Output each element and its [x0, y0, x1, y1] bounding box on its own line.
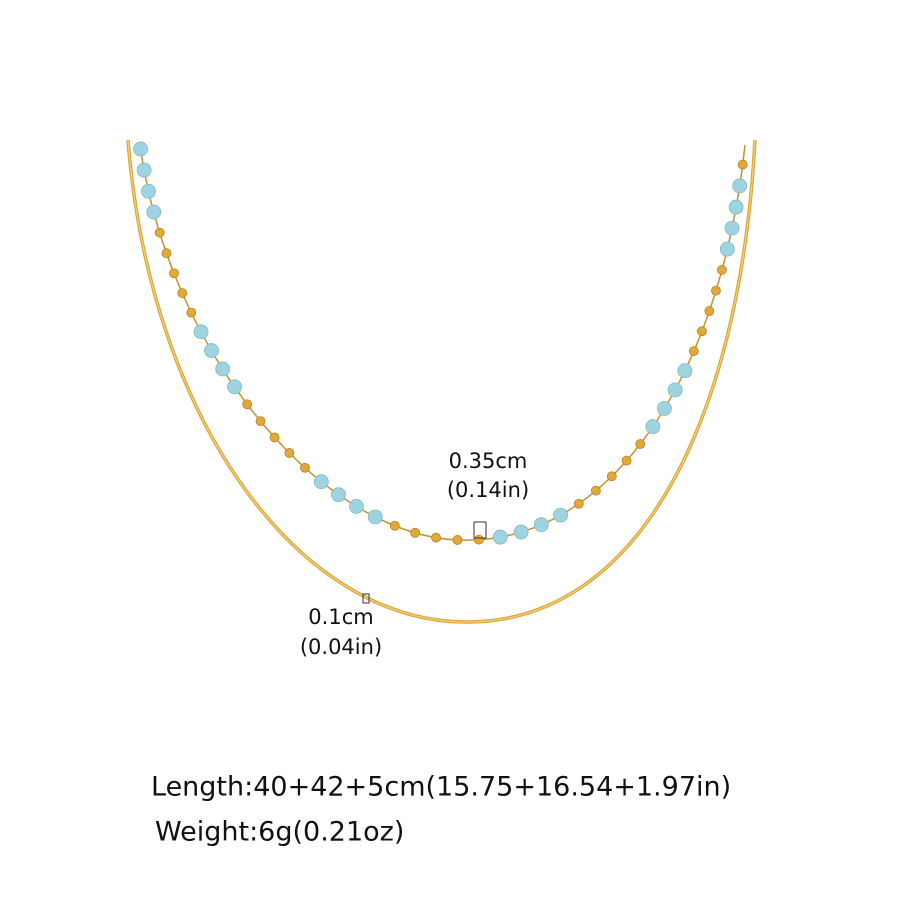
blue-bead: [513, 524, 529, 540]
blue-bead: [553, 507, 568, 523]
gold-bead: [452, 535, 463, 545]
bead-size-metric: 0.35cm: [449, 449, 528, 473]
gold-bead: [186, 307, 197, 318]
bead-size-imperial: (0.14in): [447, 478, 529, 502]
weight-spec: Weight:6g(0.21oz): [155, 817, 404, 848]
blue-bead: [193, 324, 209, 340]
gold-bead: [474, 534, 484, 545]
chain-size-imperial: (0.04in): [300, 635, 382, 659]
gold-bead: [606, 471, 617, 482]
gold-bead: [431, 532, 441, 543]
gold-bead: [737, 159, 748, 170]
blue-bead: [141, 183, 156, 199]
blue-bead: [728, 199, 744, 215]
gold-bead: [389, 520, 400, 531]
gold-bead: [704, 306, 715, 316]
gold-bead: [717, 265, 727, 275]
gold-bead: [621, 455, 632, 466]
snake-chain-highlight: [127, 139, 756, 623]
blue-bead: [645, 419, 661, 435]
blue-bead: [215, 361, 231, 377]
blue-bead: [492, 529, 508, 545]
blue-bead: [533, 517, 549, 533]
chain-size-metric: 0.1cm: [308, 605, 373, 629]
blue-bead: [667, 382, 683, 398]
blue-bead: [732, 178, 748, 194]
gold-bead: [161, 248, 172, 259]
gold-bead: [177, 288, 188, 298]
chain-measure-box: [362, 593, 370, 604]
gold-bead: [688, 346, 699, 357]
blue-bead: [719, 241, 735, 257]
blue-bead: [204, 343, 219, 358]
bead-measure-box: [473, 521, 487, 539]
blue-bead: [313, 474, 329, 490]
gold-bead: [697, 326, 707, 337]
blue-bead: [367, 509, 383, 525]
blue-bead: [677, 363, 693, 379]
blue-bead: [657, 401, 672, 416]
gold-bead: [590, 485, 601, 496]
gold-bead: [255, 416, 266, 427]
blue-bead: [227, 379, 242, 395]
gold-bead: [635, 439, 646, 449]
gold-bead: [154, 227, 165, 238]
length-spec: Length:40+42+5cm(15.75+16.54+1.97in): [151, 772, 731, 803]
blue-bead: [136, 162, 152, 178]
gold-bead: [269, 432, 280, 443]
gold-bead: [300, 462, 310, 473]
blue-bead: [146, 204, 162, 220]
blue-bead: [724, 220, 740, 236]
gold-bead: [573, 498, 584, 509]
blue-bead: [349, 499, 364, 514]
gold-bead: [284, 448, 295, 458]
gold-bead: [410, 527, 421, 538]
blue-bead: [331, 487, 346, 503]
blue-bead: [133, 141, 148, 157]
beads: [133, 141, 748, 545]
gold-bead: [242, 399, 253, 410]
gold-bead: [169, 268, 179, 279]
gold-bead: [711, 285, 721, 296]
